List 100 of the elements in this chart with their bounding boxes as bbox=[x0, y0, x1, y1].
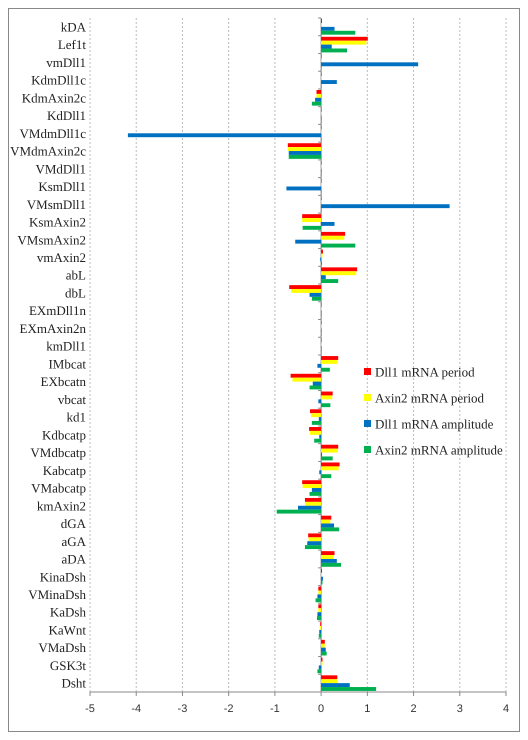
bar bbox=[321, 392, 333, 396]
bar bbox=[321, 516, 332, 520]
bar bbox=[291, 289, 322, 293]
y-tick-label: KinaDsh bbox=[40, 569, 86, 584]
bar bbox=[318, 590, 322, 594]
bar bbox=[321, 558, 337, 563]
y-tick-label: VMsmDll1 bbox=[26, 196, 86, 212]
bar bbox=[308, 533, 322, 538]
y-tick-label: Kdbcatp bbox=[42, 427, 86, 442]
y-tick-label: KaWnt bbox=[48, 622, 86, 638]
y-tick-label: kDA bbox=[60, 19, 87, 34]
bar bbox=[316, 616, 322, 620]
bar bbox=[310, 492, 322, 496]
bar bbox=[321, 527, 340, 532]
y-tick-label: IMbcat bbox=[48, 356, 86, 372]
legend-label: Dll1 mRNA amplitude bbox=[375, 416, 494, 432]
bar bbox=[321, 36, 368, 41]
bar bbox=[288, 151, 322, 155]
legend-label: Axin2 mRNA amplitude bbox=[375, 442, 504, 458]
x-tick-label: 2 bbox=[410, 703, 417, 715]
y-tick-label: Lef1t bbox=[58, 37, 86, 52]
bar bbox=[318, 586, 322, 591]
y-tick-label: KdDll1 bbox=[47, 108, 86, 124]
bar bbox=[307, 541, 322, 546]
bar bbox=[310, 413, 322, 418]
x-tick-label: 0 bbox=[318, 703, 324, 715]
y-tick-label: vmAxin2 bbox=[36, 250, 86, 265]
bar bbox=[310, 292, 322, 297]
bar bbox=[321, 232, 346, 236]
bar bbox=[321, 395, 332, 400]
bar bbox=[321, 204, 450, 208]
bar bbox=[321, 267, 358, 272]
bar bbox=[302, 480, 322, 484]
x-tick-label: -1 bbox=[270, 703, 280, 715]
x-tick-label: -5 bbox=[85, 703, 95, 715]
bar bbox=[321, 448, 338, 453]
bar bbox=[321, 562, 341, 567]
y-tick-label: aGA bbox=[61, 534, 87, 549]
y-tick-label: KdmDll1c bbox=[31, 72, 86, 88]
bar bbox=[302, 214, 322, 218]
bar bbox=[321, 30, 356, 35]
bar bbox=[310, 386, 322, 390]
y-tick-label: VMabcatp bbox=[31, 480, 86, 496]
bar bbox=[288, 147, 322, 152]
bar bbox=[321, 687, 376, 691]
legend-label: Dll1 mRNA period bbox=[375, 364, 476, 380]
bar bbox=[316, 90, 322, 94]
bar bbox=[304, 502, 322, 506]
bar bbox=[321, 466, 339, 470]
bar bbox=[321, 640, 325, 644]
bar bbox=[321, 244, 356, 248]
y-tick-label: abL bbox=[66, 268, 86, 283]
bar bbox=[317, 594, 322, 598]
bar bbox=[321, 360, 338, 364]
y-tick-label: VMdDll1 bbox=[35, 161, 86, 176]
y-tick-label: VMsmAxin2 bbox=[17, 232, 86, 248]
bar bbox=[321, 275, 326, 280]
bar bbox=[321, 683, 350, 688]
x-tick-label: 1 bbox=[364, 703, 370, 715]
y-tick-label: vmDll1 bbox=[46, 54, 86, 70]
y-tick-label: KsmAxin2 bbox=[28, 214, 86, 230]
y-tick-label: vbcat bbox=[58, 392, 86, 407]
bar bbox=[321, 679, 338, 684]
bar bbox=[321, 40, 366, 45]
bar bbox=[321, 44, 332, 49]
bar bbox=[312, 102, 322, 106]
bar bbox=[321, 524, 334, 528]
bar bbox=[312, 382, 322, 386]
y-tick-label: EXmAxin2n bbox=[20, 320, 86, 336]
bar bbox=[318, 604, 322, 608]
y-tick-label: KdmAxin2c bbox=[22, 90, 86, 106]
x-tick-label: 4 bbox=[502, 703, 510, 715]
y-tick-label: VMaDsh bbox=[38, 640, 86, 656]
bar bbox=[321, 520, 330, 524]
bar bbox=[288, 143, 322, 148]
bar bbox=[316, 94, 322, 98]
y-tick-label: aDA bbox=[61, 552, 87, 567]
y-tick-label: dbL bbox=[65, 285, 86, 300]
bar bbox=[321, 551, 335, 556]
bar bbox=[321, 444, 338, 449]
bar bbox=[302, 226, 322, 230]
x-tick-label: 3 bbox=[456, 703, 463, 715]
y-tick-label: VMdmAxin2c bbox=[10, 144, 86, 159]
bar bbox=[321, 403, 330, 408]
bar bbox=[308, 537, 322, 542]
y-tick-label: Dsht bbox=[61, 676, 86, 691]
bar bbox=[312, 488, 322, 492]
bar bbox=[321, 555, 334, 559]
bar bbox=[321, 456, 333, 460]
bar bbox=[317, 612, 322, 616]
bar bbox=[290, 374, 322, 378]
bar bbox=[304, 498, 322, 502]
x-tick-label: -3 bbox=[178, 703, 188, 715]
y-tick-label: VMdmDll1c bbox=[20, 126, 86, 141]
bar bbox=[304, 545, 322, 550]
y-tick-label: KsmDll1 bbox=[38, 179, 86, 194]
bar bbox=[310, 430, 322, 435]
y-tick-label: VMinaDsh bbox=[28, 586, 86, 602]
bar bbox=[321, 648, 326, 652]
bar bbox=[312, 420, 322, 425]
